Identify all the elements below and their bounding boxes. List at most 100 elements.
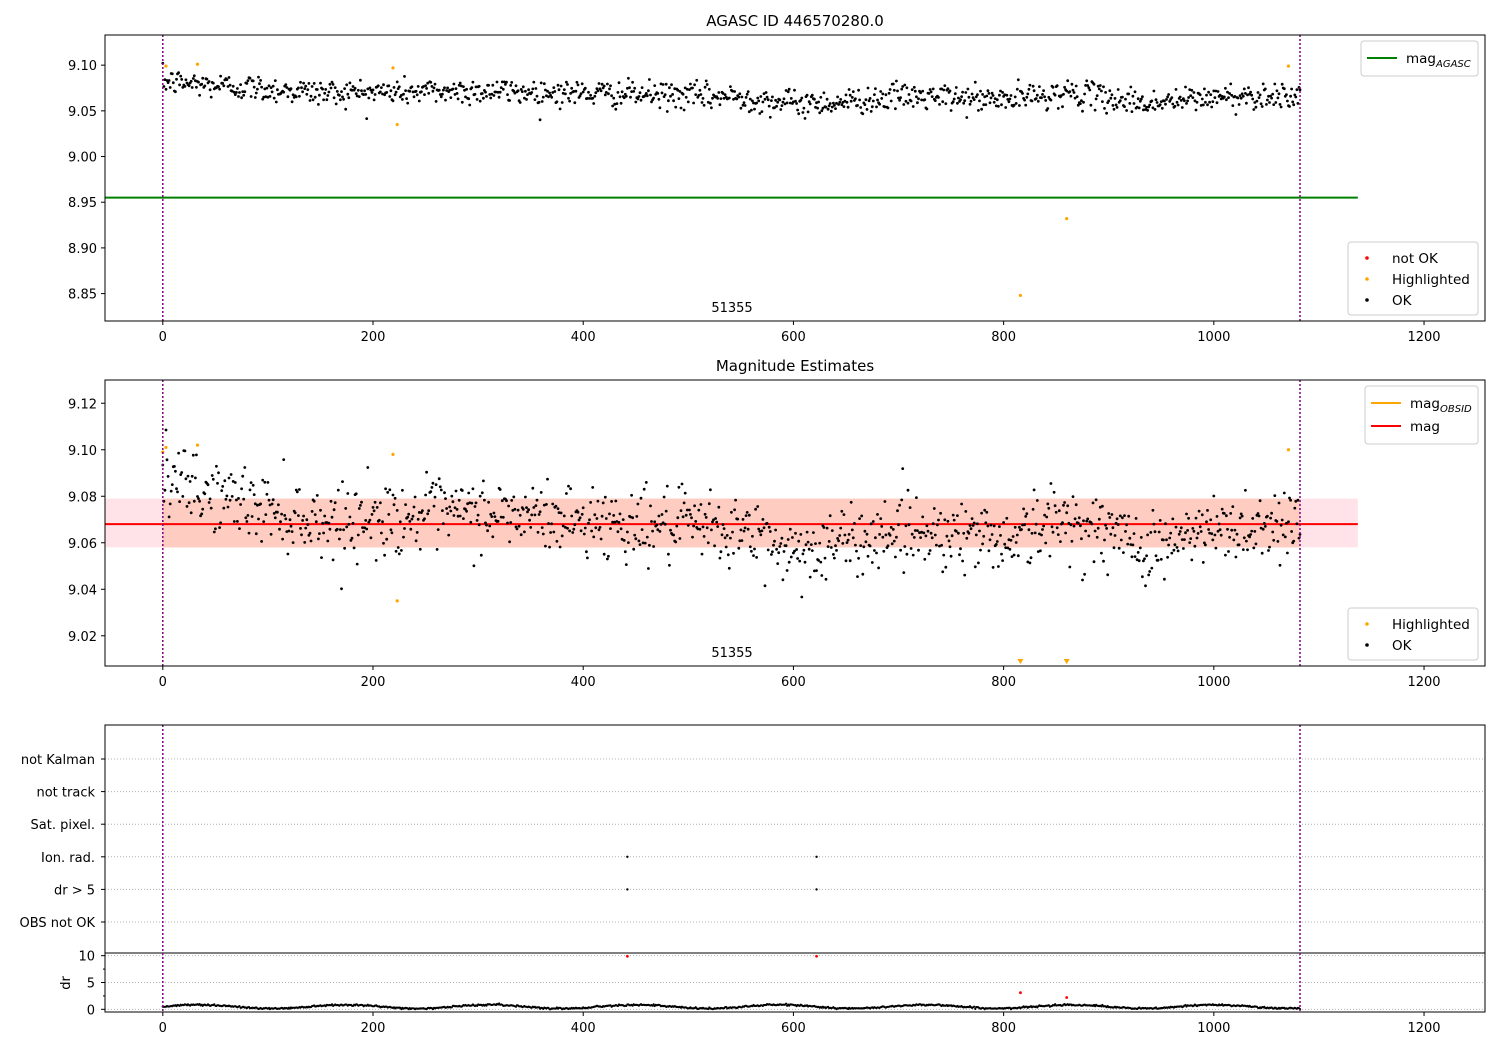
- mag-ok-point: [741, 518, 745, 521]
- agasc-ok-point: [778, 98, 782, 102]
- mag-ok-point: [683, 491, 687, 495]
- mag-ok-point: [991, 566, 995, 569]
- agasc-ok-point: [883, 105, 887, 109]
- agasc-ok-point: [494, 90, 498, 94]
- agasc-ok-point: [779, 108, 783, 111]
- agasc-ok-point: [566, 83, 569, 86]
- agasc-ok-point: [1123, 105, 1126, 108]
- agasc-ok-point: [1072, 91, 1076, 94]
- mag-ok-point: [548, 545, 551, 549]
- agasc-ok-point: [692, 101, 695, 105]
- agasc-ok-point: [1212, 89, 1216, 93]
- mag-ok-point: [577, 518, 581, 522]
- agasc-ok-point: [417, 99, 421, 103]
- agasc-ok-point: [951, 100, 955, 104]
- agasc-ok-point: [531, 87, 535, 91]
- agasc-ok-point: [1214, 89, 1218, 93]
- mag-ok-point: [585, 550, 588, 554]
- agasc-ok-point: [1201, 103, 1205, 107]
- mag-ok-point: [558, 545, 562, 549]
- mag-ok-point: [1105, 527, 1108, 530]
- agasc-ok-point: [966, 87, 970, 91]
- agasc-ok-point: [729, 85, 732, 88]
- agasc-ok-point: [1109, 96, 1113, 100]
- mag-ok-point: [1013, 525, 1017, 529]
- agasc-ok-point: [297, 86, 300, 90]
- agasc-ok-point: [842, 105, 846, 108]
- agasc-ok-point: [1049, 98, 1053, 102]
- agasc-ok-point: [270, 90, 274, 94]
- agasc-ok-point: [240, 96, 244, 100]
- mag-ok-point: [990, 533, 994, 536]
- mag-ok-point: [1027, 528, 1031, 532]
- agasc-ok-point: [940, 87, 943, 91]
- mag-ok-point: [837, 539, 840, 543]
- agasc-ok-point: [547, 95, 550, 99]
- agasc-ok-point: [663, 93, 667, 96]
- mag-ok-point: [923, 557, 927, 561]
- agasc-ok-point: [650, 100, 653, 104]
- mag-ok-point: [1101, 504, 1104, 508]
- mag-ok-point: [658, 530, 662, 533]
- agasc-ok-point: [767, 104, 771, 108]
- mag-ok-point: [1065, 511, 1069, 515]
- agasc-ok-point: [467, 97, 471, 101]
- agasc-ok-point: [1014, 102, 1018, 105]
- mag-ok-point: [366, 466, 370, 469]
- agasc-ok-point: [572, 90, 576, 93]
- mag-ok-point: [905, 552, 909, 556]
- mag-ok-point: [1090, 522, 1094, 526]
- agasc-ok-point: [999, 89, 1002, 93]
- agasc-ok-point: [394, 90, 398, 94]
- agasc-ok-point: [866, 86, 870, 90]
- mag-ok-point: [226, 505, 230, 509]
- agasc-highlighted-point: [195, 62, 200, 66]
- mag-ok-point: [441, 509, 444, 512]
- agasc-legend-label: OK: [1392, 293, 1413, 309]
- mag-ok-point: [196, 495, 199, 498]
- agasc-ok-point: [400, 93, 403, 97]
- mag-ok-point: [425, 470, 428, 474]
- agasc-ok-point: [1070, 82, 1074, 86]
- agasc-ok-point: [644, 92, 648, 95]
- agasc-ok-point: [892, 88, 896, 92]
- agasc-ok-point: [429, 80, 433, 84]
- agasc-ok-point: [792, 100, 795, 104]
- agasc-ok-point: [774, 98, 777, 102]
- agasc-ok-point: [258, 82, 261, 86]
- mag-ok-point: [173, 465, 176, 468]
- agasc-ok-point: [991, 94, 995, 97]
- mag-xtick-label: 1200: [1407, 675, 1440, 690]
- agasc-ok-point: [1165, 98, 1168, 101]
- mag-ok-point: [782, 550, 786, 553]
- mag-ok-point: [1177, 532, 1181, 536]
- agasc-ok-point: [449, 96, 453, 99]
- mag-ok-point: [445, 507, 448, 510]
- agasc-ok-point: [221, 81, 225, 85]
- mag-ok-point: [298, 488, 301, 491]
- mag-ok-point: [876, 513, 879, 516]
- mag-ok-point: [1250, 529, 1254, 533]
- agasc-ok-point: [954, 86, 958, 89]
- mag-ok-point: [734, 498, 737, 502]
- mag-ok-point: [664, 509, 668, 513]
- agasc-ok-point: [952, 97, 956, 101]
- mag-ok-point: [436, 528, 440, 531]
- agasc-ok-point: [1068, 90, 1072, 93]
- mag-ok-point: [330, 515, 334, 519]
- mag-ok-point: [384, 487, 387, 491]
- agasc-ok-point: [888, 88, 892, 91]
- mag-ok-point: [922, 531, 926, 535]
- mag-ok-point: [1080, 537, 1083, 541]
- mag-ok-point: [271, 498, 275, 502]
- agasc-ok-point: [1000, 103, 1003, 107]
- mag-ok-point: [817, 559, 820, 562]
- agasc-ok-point: [187, 84, 191, 88]
- agasc-ok-point: [648, 78, 651, 81]
- agasc-ok-point: [191, 77, 195, 80]
- agasc-ok-point: [1245, 101, 1248, 105]
- mag-ok-point: [1290, 530, 1293, 533]
- mag-ok-point: [1235, 532, 1239, 536]
- mag-ok-point: [1272, 538, 1276, 542]
- agasc-ok-point: [365, 117, 369, 120]
